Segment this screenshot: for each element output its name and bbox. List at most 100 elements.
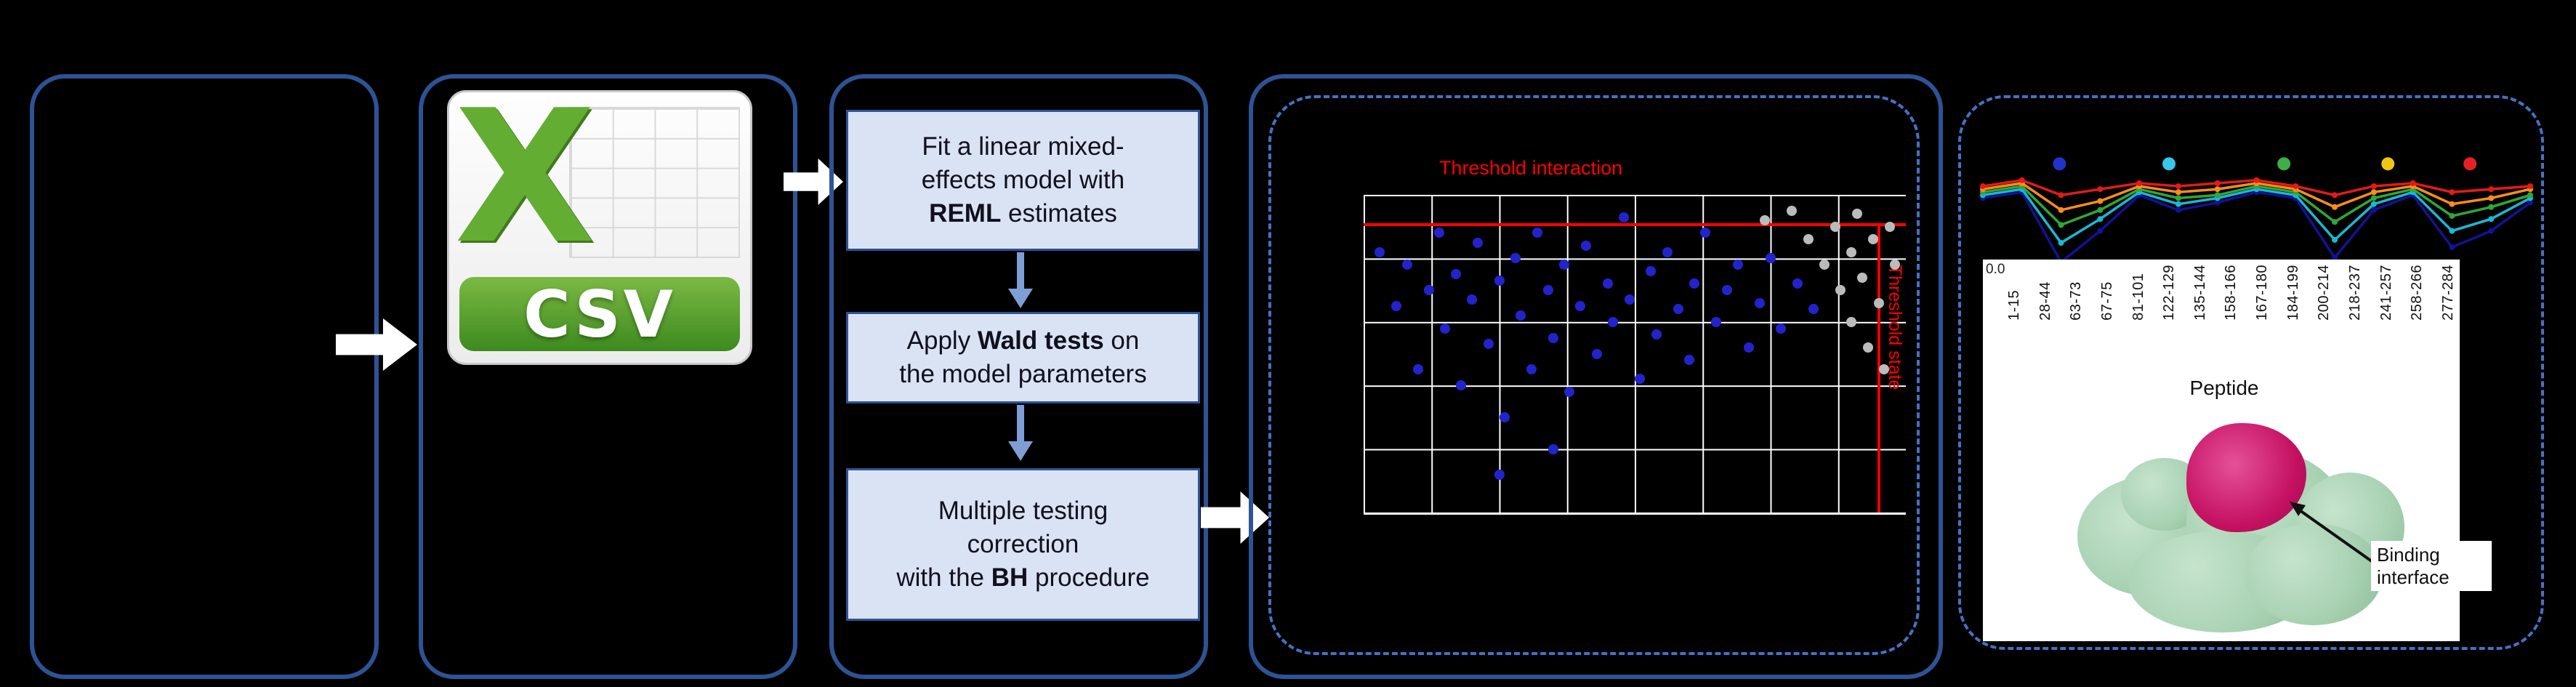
scatter-point [1499,411,1510,422]
scatter-point [1516,310,1526,321]
binding-interface-arrow [2290,502,2378,566]
input-panel [30,74,379,679]
spreadsheet-grid [569,106,741,258]
scatter-point [1646,265,1657,276]
scatter-point [1732,260,1743,270]
protein-surface-blob [2245,523,2383,625]
scatter-point [1884,221,1895,232]
scatter-point [1846,316,1857,327]
uptake-line-cyan [1982,188,2531,245]
scatter-point [1765,253,1776,264]
scatter-point [1851,209,1862,220]
binding-interface-region [2186,423,2306,532]
peptide-tick-label: 63-73 [2068,281,2085,321]
binding-interface-label: Binding interface [2371,541,2492,592]
scatter-point [1456,380,1467,391]
scatter-point [1776,323,1787,334]
scatter-point [1754,297,1765,308]
peptide-tick-label: 28-44 [2037,281,2053,321]
scatter-point [1559,260,1570,270]
scatter-point [1619,212,1630,222]
scatter-point [1401,260,1412,270]
peptide-tick-label: 277-284 [2439,265,2456,321]
uptake-line-chart [1980,157,2533,265]
scatter-point [1439,323,1450,334]
scatter-point [1483,339,1494,350]
scatter-point [1868,234,1879,245]
peptide-tick-label: 218-237 [2347,265,2364,321]
scatter-point [1808,304,1819,315]
scatter-point [1760,214,1771,225]
scatter-point [1412,364,1423,375]
scatter-point [1683,355,1694,366]
scatter-point [1879,364,1890,375]
scatter-point [1494,469,1505,480]
scatter-point [1787,205,1798,216]
structure-dashed-frame [1958,95,2544,650]
threshold-h-line [1364,223,1906,227]
scatter-point [1792,278,1803,289]
scatter-point [1542,285,1553,296]
scatter-point [1689,278,1700,289]
scatter-point [1873,297,1884,308]
pvalue-scatter-plot: Threshold state [1364,195,1906,515]
scatter-point [1602,278,1613,289]
scatter-point [1390,300,1401,311]
state-legend-marker [2277,157,2291,171]
scatter-point [1575,300,1586,311]
y-axis-tick: 0.0 [1986,262,2005,277]
peptide-tick-label: 135-144 [2191,265,2208,321]
excel-x-glyph: X [454,71,596,284]
peptide-tick-label: 241-257 [2378,265,2394,321]
scatter-point [1580,240,1591,251]
scatter-point [1423,285,1434,296]
peptide-tick-label: 167-180 [2254,265,2271,321]
scatter-point [1548,443,1559,454]
peptide-tick-label: 184-199 [2285,265,2301,321]
peptide-tick-label: 200-214 [2316,265,2333,321]
state-legend-marker [2463,157,2477,171]
state-legend-marker [2381,157,2395,171]
scatter-point [1743,342,1754,353]
model-steps-panel [829,74,1208,679]
scatter-point [1830,221,1841,232]
scatter-point [1450,269,1461,280]
scatter-point [1819,260,1830,270]
state-legend-marker [2053,157,2066,171]
scatter-point [1591,348,1602,359]
results-panel [1249,74,1943,679]
scatter-point [1846,246,1857,257]
scatter-point [1721,285,1732,296]
step-wald-tests: Apply Wald tests on the model parameters [846,312,1200,403]
scatter-point [1467,294,1478,305]
scatter-point [1510,253,1521,264]
peptide-axis-ticks: 1-15 28-44 63-73 67-75 81-101 122-129 135-144 1… [2006,265,2457,321]
scatter-point [1710,316,1721,327]
scatter-point [1608,316,1619,327]
peptide-tick-label: 158-166 [2223,265,2239,321]
scatter-point [1857,272,1868,283]
scatter-point [1662,246,1673,257]
scatter-point [1862,342,1873,353]
scatter-point [1548,332,1559,343]
scatter-point [1531,228,1542,238]
scatter-point [1699,228,1710,238]
scatter-point [1374,246,1385,257]
step-bh-correction: Multiple testing correction with the BH pr… [846,468,1200,621]
step-connector-arrow-1 [1017,252,1024,289]
peptide-tick-label: 1-15 [2006,289,2022,321]
scatter-point [1494,275,1505,286]
peptide-tick-label: 122-129 [2161,265,2178,321]
scatter-point [1835,285,1846,296]
step-reml-model: Fit a linear mixed-effects model with REM… [846,110,1200,251]
scatter-point [1472,237,1483,248]
state-legend-marker [2162,157,2176,171]
peptide-tick-label: 67-75 [2098,281,2115,321]
scatter-point [1624,294,1635,305]
scatter-point [1803,234,1814,245]
scatter-point [1673,304,1683,315]
scatter-point [1651,329,1662,340]
scatter-point [1564,386,1575,397]
csv-file-icon: X CSV [447,77,752,365]
